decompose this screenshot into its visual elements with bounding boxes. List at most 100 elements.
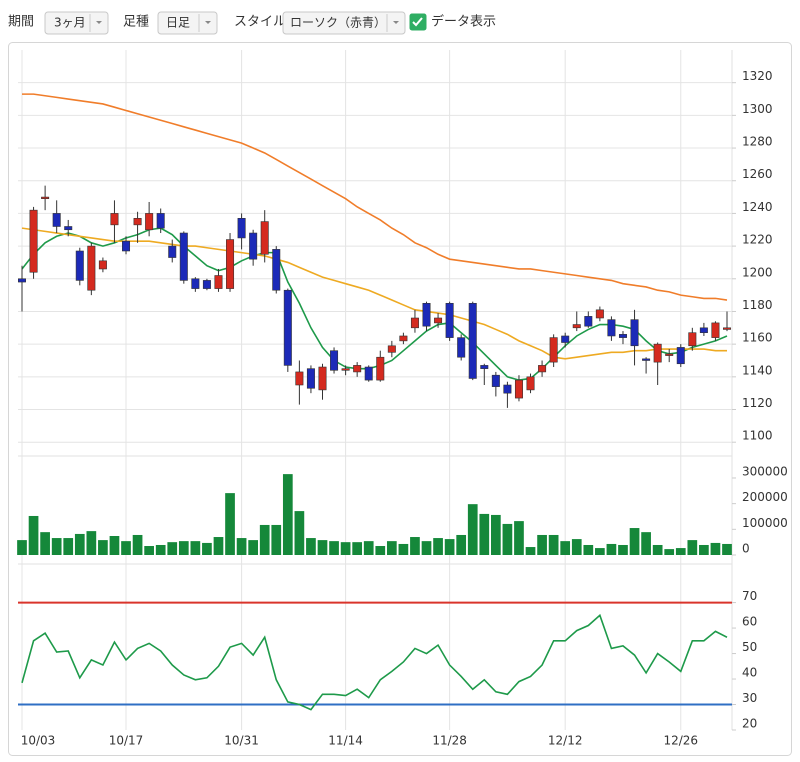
y-tick-label: 1260 [742,167,773,181]
x-tick-label: 10/03 [21,734,56,748]
volume-bar [51,538,62,555]
y-tick-label: 1140 [742,363,773,377]
candle-body [41,196,50,200]
rsi-line [21,613,728,711]
candle-body [364,366,373,381]
volume-bar [699,544,709,555]
bar-type-value[interactable]: 日足 [166,16,190,30]
candle-body [168,245,177,258]
dropdown-arrow[interactable] [393,21,399,24]
candle-body [584,316,593,327]
candle-body [272,249,281,291]
volume-bar [525,547,536,555]
volume-bar [595,548,605,555]
dropdown-arrow[interactable] [96,21,102,24]
dropdown-arrow[interactable] [205,21,211,24]
y-tick-label: 1160 [742,331,773,345]
y-tick-label: 100000 [742,516,788,530]
volume-bar [398,543,409,555]
period-dropdown[interactable]: 3ヶ月 [44,11,109,35]
candle-body [723,327,731,330]
candle-body [468,302,477,379]
candle-body [642,358,651,361]
y-tick-label: 60 [742,615,757,629]
candle-body [595,309,604,319]
volume-bar [421,541,432,555]
volume-bar [98,540,108,555]
y-tick-label: 1100 [742,429,773,443]
candle-body [526,376,535,391]
bar-type-dropdown[interactable]: 日足 [157,11,218,35]
volume-bar [155,544,166,555]
candle-body [191,278,200,289]
candle-body [18,278,26,283]
volume-bar [86,531,97,555]
candle-body [75,250,84,281]
volume-bar [40,532,50,555]
candle-body [434,317,443,324]
candle-body [711,322,720,338]
dropdown-box[interactable] [157,11,218,35]
candle-body [457,337,466,358]
volume-bar [306,538,316,555]
style-dropdown[interactable]: ローソク（赤青） [282,11,406,35]
show-data-checkbox[interactable] [409,13,427,31]
volume-bar [132,534,143,555]
volume-bar [375,546,386,555]
volume-bar [514,521,524,555]
candle-body [318,366,327,391]
volume-bar [502,523,513,555]
candle-body [665,353,674,356]
volume-bar [618,544,628,555]
volume-bar [629,528,640,555]
moving-average-line [21,227,727,360]
dropdown-box[interactable] [44,11,109,35]
y-tick-label: 70 [742,589,757,603]
volume-bar [548,534,559,555]
moving-average-line [22,93,728,301]
volume-bar [664,549,675,555]
volume-bar [386,541,397,555]
candle-body [260,221,269,255]
candle-body [249,232,258,260]
x-tick-label: 10/17 [109,734,144,748]
volume-bar [167,542,178,555]
volume-bar [363,541,374,555]
volume-bar [17,540,27,555]
volume-bar [675,548,686,555]
volume-bar [410,537,420,555]
candle-body [295,371,304,386]
y-tick-label: 1120 [742,396,773,410]
show-data-label[interactable]: データ表示 [431,14,496,30]
volume-bar [467,504,478,555]
candle-body [29,209,38,273]
y-tick-label: 300000 [742,464,788,478]
y-tick-label: 1200 [742,265,773,279]
candle-body [618,334,627,338]
candle-body [503,384,512,394]
candle-body [376,356,385,381]
y-tick-label: 1300 [742,102,773,116]
style-value[interactable]: ローソク（赤青） [290,16,386,30]
volume-bar [225,493,235,555]
volume-bar [329,541,339,555]
volume-bar [317,540,328,555]
y-tick-label: 50 [742,640,757,654]
volume-bar [479,513,490,555]
candle-body [653,343,662,363]
y-tick-label: 1280 [742,135,773,149]
chart-frame [8,42,792,756]
volume-bar [606,543,617,555]
period-value[interactable]: 3ヶ月 [54,16,86,30]
candle-body [399,335,408,342]
volume-bar [537,534,547,555]
candle-body [87,245,96,291]
volume-bar [294,511,305,555]
period-label: 期間 [8,15,34,30]
dropdown-box[interactable] [282,11,406,35]
check-mark [412,17,423,27]
x-tick-label: 11/14 [328,734,363,748]
candle-body [110,213,119,226]
candle-body [122,240,131,252]
